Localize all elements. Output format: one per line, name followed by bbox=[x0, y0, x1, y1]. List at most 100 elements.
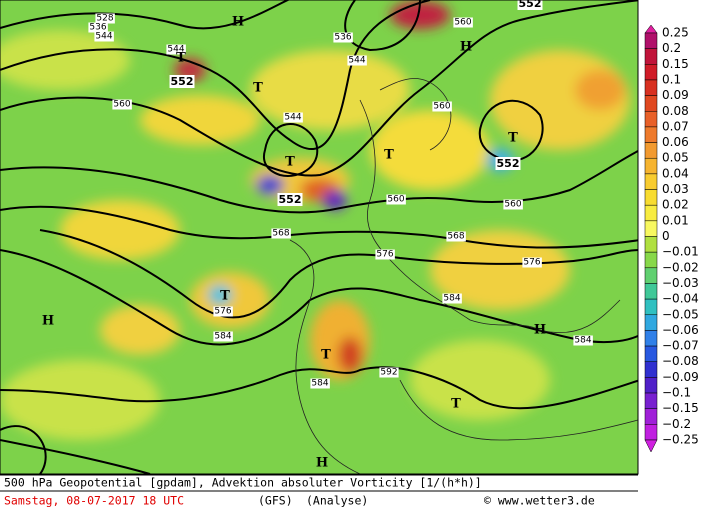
colorbar-label: −0.04 bbox=[662, 292, 699, 306]
colorbar-label: 0.07 bbox=[662, 119, 689, 133]
contour-label-bg bbox=[446, 231, 466, 242]
colorbar-label: 0.04 bbox=[662, 166, 689, 180]
contour-label-bg bbox=[95, 13, 115, 24]
colorbar-label: 0.1 bbox=[662, 72, 681, 86]
colorbar-label: 0 bbox=[662, 229, 670, 243]
colorbar-arrow bbox=[644, 24, 658, 34]
pressure-center: T bbox=[451, 397, 461, 412]
contour-label-bg bbox=[453, 17, 473, 28]
contour-label-bg bbox=[333, 32, 353, 43]
colorbar-cell bbox=[644, 314, 658, 331]
colorbar-cell bbox=[644, 283, 658, 300]
colorbar-label: 0.06 bbox=[662, 135, 689, 149]
pressure-center: T bbox=[384, 148, 394, 163]
contour-label: 592 bbox=[380, 368, 397, 378]
colorbar-label: −0.15 bbox=[662, 401, 699, 415]
coastlines bbox=[289, 78, 638, 474]
pressure-center: T bbox=[176, 51, 186, 66]
contour-label-bg bbox=[277, 193, 303, 206]
colorbar-cell bbox=[644, 392, 658, 409]
footer-model: (GFS) bbox=[258, 494, 293, 508]
contour-label-bg bbox=[213, 306, 233, 317]
contour-label: 528 bbox=[96, 14, 113, 24]
pressure-center: H bbox=[460, 40, 472, 55]
colorbar-label: 0.01 bbox=[662, 213, 689, 227]
contour-label: 544 bbox=[348, 56, 365, 66]
contour-label: 560 bbox=[433, 102, 450, 112]
colorbar-cell bbox=[644, 48, 658, 65]
contour-label: 568 bbox=[447, 232, 464, 242]
contour-line bbox=[478, 99, 544, 162]
colorbar-label: −0.25 bbox=[662, 433, 699, 447]
contour-line bbox=[39, 229, 638, 319]
contour-label-bg bbox=[375, 249, 395, 260]
contour-line bbox=[0, 149, 638, 214]
colorbar-cell bbox=[644, 377, 658, 394]
colorbar-cell bbox=[644, 298, 658, 316]
contour-label: 560 bbox=[387, 195, 404, 205]
contour-label: 552 bbox=[519, 0, 542, 10]
contour-label: 560 bbox=[504, 200, 521, 210]
colorbar-cell bbox=[644, 173, 658, 190]
contour-label-bg bbox=[283, 112, 303, 123]
colorbar-cell bbox=[644, 236, 658, 253]
pressure-center: T bbox=[253, 81, 263, 96]
contour-label-bg bbox=[495, 157, 521, 170]
pressure-center: H bbox=[42, 314, 54, 329]
colorbar-cell bbox=[644, 32, 658, 49]
contour-label: 560 bbox=[113, 100, 130, 110]
colorbar-cell bbox=[644, 345, 658, 362]
colorbar-cell bbox=[644, 204, 658, 222]
contour-label: 552 bbox=[171, 75, 194, 88]
colorbar-label: −0.1 bbox=[662, 386, 691, 400]
pressure-center: H bbox=[232, 15, 244, 30]
colorbar-cell bbox=[644, 126, 658, 143]
contour-label: 544 bbox=[284, 113, 301, 123]
colorbar-label: −0.06 bbox=[662, 323, 699, 337]
colorbar-label: −0.08 bbox=[662, 354, 699, 368]
contour-label-bg bbox=[386, 194, 406, 205]
contour-label-bg bbox=[94, 31, 114, 42]
colorbar-cell bbox=[644, 330, 658, 347]
contour-label: 584 bbox=[214, 332, 231, 342]
contour-label: 584 bbox=[311, 379, 328, 389]
contour-label-bg bbox=[347, 55, 367, 66]
colorbar-label: 0.08 bbox=[662, 104, 689, 118]
footer-description: 500 hPa Geopotential [gpdam], Advektion … bbox=[4, 476, 482, 490]
contour-label-bg bbox=[442, 293, 462, 304]
contour-line bbox=[0, 425, 47, 474]
colorbar-label: −0.02 bbox=[662, 260, 699, 274]
contour-label: 536 bbox=[89, 23, 106, 33]
colorbar-cell bbox=[644, 111, 658, 128]
contour-label: 544 bbox=[167, 45, 184, 55]
colorbar-label: 0.03 bbox=[662, 182, 689, 196]
footer-run: (Analyse) bbox=[306, 494, 368, 508]
contour-label-bg bbox=[432, 101, 452, 112]
colorbar-cell bbox=[644, 79, 658, 96]
contour-label: 576 bbox=[376, 250, 393, 260]
contour-label-bg bbox=[573, 335, 593, 346]
colorbar-label: 0.2 bbox=[662, 41, 681, 55]
pressure-center: T bbox=[321, 348, 331, 363]
colorbar-cell bbox=[644, 424, 658, 441]
geopotential-contours bbox=[0, 0, 638, 474]
map-area: 5285365445445525365445605525605445605525… bbox=[0, 0, 638, 474]
contour-line bbox=[344, 0, 421, 52]
colorbar-cell bbox=[644, 157, 658, 175]
contour-label-bg bbox=[310, 378, 330, 389]
contour-label: 536 bbox=[334, 33, 351, 43]
contour-line bbox=[0, 439, 151, 474]
contour-label: 568 bbox=[272, 229, 289, 239]
contour-label-bg bbox=[503, 199, 523, 210]
colorbar-label: −0.03 bbox=[662, 276, 699, 290]
contour-label-bg bbox=[517, 0, 543, 10]
contour-line bbox=[0, 0, 291, 30]
contour-line bbox=[0, 0, 638, 177]
colorbar-label: −0.01 bbox=[662, 245, 699, 259]
contour-label: 552 bbox=[497, 157, 520, 170]
contour-label: 552 bbox=[279, 193, 302, 206]
colorbar-cell bbox=[644, 408, 658, 425]
contour-label-bg bbox=[166, 44, 186, 55]
contour-line bbox=[262, 123, 319, 177]
